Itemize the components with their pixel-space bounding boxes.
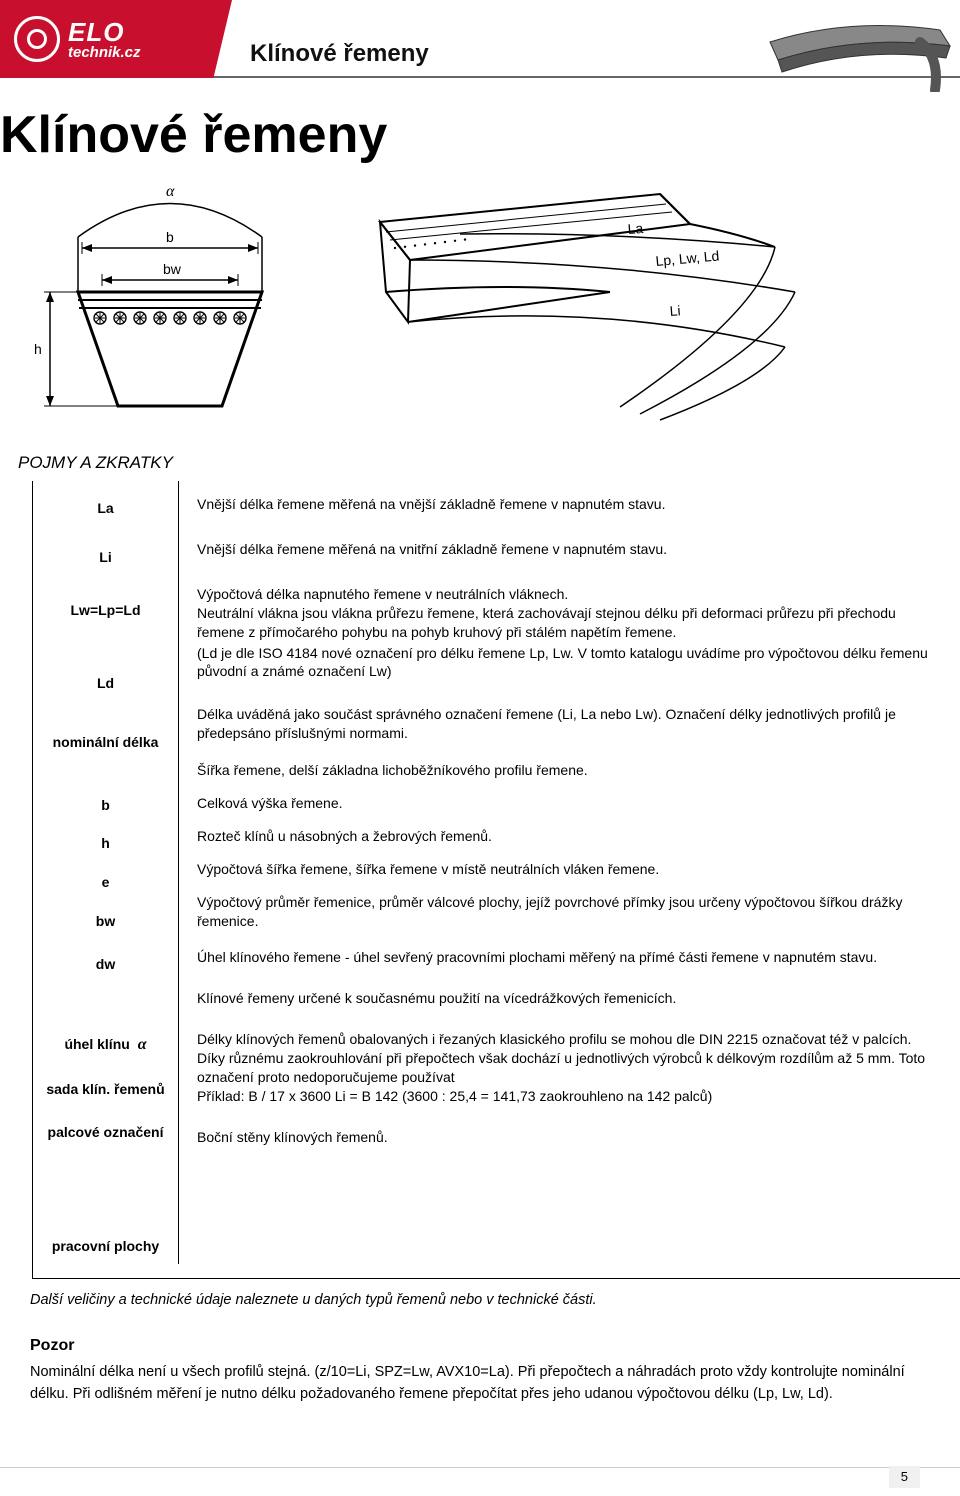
def-la: Vnější délka řemene měřená na vnější zák… (197, 495, 940, 514)
pozor-text: Nominální délka není u všech profilů ste… (30, 1362, 920, 1406)
def-pracovni: Boční stěny klínových řemenů. (197, 1128, 940, 1147)
term-ld: Ld (41, 674, 170, 693)
def-sada: Klínové řemeny určené k současnému použi… (197, 989, 940, 1008)
term-sada: sada klín. řemenů (41, 1080, 170, 1099)
label-b: b (166, 229, 174, 245)
pozor-heading: Pozor (30, 1335, 960, 1357)
def-bw: Výpočtová šířka řemene, šířka řemene v m… (197, 860, 940, 879)
term-e: e (41, 873, 170, 892)
def-dw: Výpočtový průměr řemenice, průměr válcov… (197, 893, 940, 931)
term-dw: dw (41, 955, 170, 974)
term-pracovni: pracovní plochy (41, 1237, 170, 1256)
def-h: Celková výška řemene. (197, 794, 940, 813)
term-nominalni: nominální délka (41, 733, 170, 752)
def-palcove: Délky klínových řemenů obalovaných i řez… (197, 1030, 940, 1106)
term-la: La (41, 499, 170, 518)
strand-icons (94, 312, 246, 324)
label-la: La (627, 220, 644, 237)
diagrams-row: α b bw (0, 182, 960, 432)
cross-section-diagram: α b bw (20, 182, 300, 432)
term-uhel-text: úhel klínu (64, 1036, 129, 1052)
footnote: Další veličiny a technické údaje nalezne… (30, 1291, 940, 1311)
term-bw: bw (41, 912, 170, 931)
belt-photo-icon (760, 12, 960, 92)
brand-logo: ELO technik.cz (0, 0, 232, 78)
label-bw: bw (163, 261, 182, 277)
brand-mark-inner-icon (27, 29, 47, 49)
label-lp: Lp, Lw, Ld (655, 248, 720, 270)
def-uhel: Úhel klínového řemene - úhel sevřený pra… (197, 948, 940, 967)
brand-mark-icon (14, 16, 60, 62)
def-li: Vnější délka řemene měřená na vnitřní zá… (197, 540, 940, 559)
def-lwlpld: Výpočtová délka napnutého řemene v neutr… (197, 585, 940, 642)
page-title: Klínové řemeny (0, 100, 960, 170)
term-palcove: palcové označení (41, 1123, 170, 1142)
terms-table: La Li Lw=Lp=Ld Ld nominální délka b h e … (32, 481, 960, 1279)
header-title: Klínové řemeny (250, 38, 429, 70)
label-alpha: α (166, 183, 175, 200)
section-label: POJMY A ZKRATKY (18, 452, 960, 475)
term-lwlpld: Lw=Lp=Ld (41, 601, 170, 620)
cord-dots-icon (394, 239, 466, 250)
term-h: h (41, 834, 170, 853)
def-ld: (Ld je dle ISO 4184 nové označení pro dé… (197, 644, 940, 682)
alpha-icon: α (138, 1036, 147, 1053)
brand-technik: technik.cz (68, 45, 141, 60)
terms-col-defs: Vnější délka řemene měřená na vnější zák… (179, 481, 960, 1264)
page-root: ELO technik.cz Klínové řemeny Klínové ře… (0, 0, 960, 1496)
def-e: Rozteč klínů u násobných a žebrových řem… (197, 827, 940, 846)
label-li: Li (669, 302, 681, 319)
terms-col-labels: La Li Lw=Lp=Ld Ld nominální délka b h e … (33, 481, 179, 1264)
longitudinal-diagram: La Lp, Lw, Ld Li (360, 182, 830, 422)
page-number: 5 (889, 1466, 920, 1488)
brand-text: ELO technik.cz (68, 19, 141, 60)
def-nominalni: Délka uváděná jako součást správného ozn… (197, 705, 940, 743)
term-b: b (41, 796, 170, 815)
term-li: Li (41, 548, 170, 567)
term-uhel: úhel klínu α (41, 1034, 170, 1056)
pagenum-border (0, 1467, 960, 1468)
page-header: ELO technik.cz Klínové řemeny (0, 0, 960, 78)
brand-elo: ELO (68, 19, 141, 45)
label-h: h (34, 341, 42, 357)
def-b: Šířka řemene, delší základna lichoběžník… (197, 761, 940, 780)
